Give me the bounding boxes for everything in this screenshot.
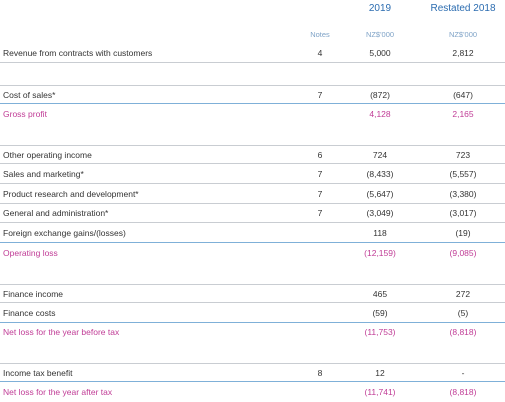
value-2019: 5,000: [369, 48, 391, 58]
value-2019: 118: [373, 228, 387, 238]
table-row: Net loss for the year after tax (11,741) (…: [0, 383, 505, 402]
table-row: Product research and development* 7 (5,647…: [0, 185, 505, 204]
value-2018: 723: [455, 150, 471, 160]
table-row: Finance income 465 272: [0, 284, 505, 303]
row-label: Other operating income: [3, 150, 92, 160]
value-2018: (19): [455, 228, 471, 238]
table-row: Other operating income 6 724 723: [0, 145, 505, 164]
value-2018: (3,380): [449, 189, 477, 199]
row-note: 6: [317, 150, 323, 160]
value-2018: (8,818): [449, 327, 477, 337]
value-2018: (5,557): [449, 169, 477, 179]
value-2019: 724: [372, 150, 388, 160]
value-2019: (872): [370, 90, 390, 100]
value-2019: 4,128: [369, 109, 391, 119]
value-2018: 272: [455, 289, 471, 299]
table-row: Foreign exchange gains/(losses) 118 (19): [0, 224, 505, 243]
value-2019: (3,049): [366, 208, 394, 218]
row-label: Net loss for the year after tax: [3, 387, 113, 397]
row-label: Product research and development*: [3, 189, 139, 199]
table-row: Sales and marketing* 7 (8,433) (5,557): [0, 165, 505, 184]
table-row: Cost of sales* 7 (872) (647): [0, 85, 505, 104]
value-2018: 2,812: [452, 48, 474, 58]
column-header: Restated 2018: [430, 3, 496, 14]
row-note: 7: [317, 208, 323, 218]
row-note: 7: [317, 169, 323, 179]
row-label: Net loss for the year before tax: [3, 327, 120, 337]
row-note: 7: [317, 90, 323, 100]
value-2018: (5): [457, 308, 469, 318]
row-label: Gross profit: [3, 109, 47, 119]
row-label: Revenue from contracts with customers: [3, 48, 153, 58]
value-2019: 465: [372, 289, 388, 299]
table-row: Operating loss (12,159) (9,085): [0, 244, 505, 263]
row-label: Operating loss: [3, 248, 58, 258]
row-label: Foreign exchange gains/(losses): [3, 228, 126, 238]
notes-header: Notes: [310, 30, 330, 39]
table-row: Finance costs (59) (5): [0, 304, 505, 323]
value-2018: (9,085): [449, 248, 477, 258]
value-2018: (8,818): [449, 387, 477, 397]
value-2019: 12: [375, 368, 385, 378]
row-note: 8: [317, 368, 323, 378]
table-row: Income tax benefit 8 12 -: [0, 363, 505, 382]
value-2019: (8,433): [366, 169, 394, 179]
table-row: General and administration* 7 (3,049) (3,01…: [0, 204, 505, 223]
row-label: Finance income: [3, 289, 64, 299]
value-2019: (5,647): [366, 189, 394, 199]
column-header: 2019: [368, 3, 392, 14]
table-row: Net loss for the year before tax (11,753)…: [0, 323, 505, 342]
row-label: Income tax benefit: [3, 368, 73, 378]
row-label: Sales and marketing*: [3, 169, 84, 179]
unit-label: NZ$'000: [365, 30, 395, 39]
value-2019: (59): [372, 308, 388, 318]
table-row: Gross profit 4,128 2,165: [0, 105, 505, 124]
value-2018: 2,165: [452, 109, 474, 119]
value-2019: (12,159): [364, 248, 396, 258]
unit-label: NZ$'000: [448, 30, 478, 39]
row-label: Cost of sales*: [3, 90, 56, 100]
row-label: General and administration*: [3, 208, 109, 218]
row-label: Finance costs: [3, 308, 56, 318]
value-2018: (647): [453, 90, 473, 100]
row-note: 4: [317, 48, 323, 58]
value-2018: (3,017): [449, 208, 477, 218]
value-2019: (11,741): [364, 387, 396, 397]
value-2018: -: [461, 368, 465, 378]
value-2019: (11,753): [364, 327, 396, 337]
row-note: 7: [317, 189, 323, 199]
table-row: Revenue from contracts with customers 4 5,…: [0, 44, 505, 63]
